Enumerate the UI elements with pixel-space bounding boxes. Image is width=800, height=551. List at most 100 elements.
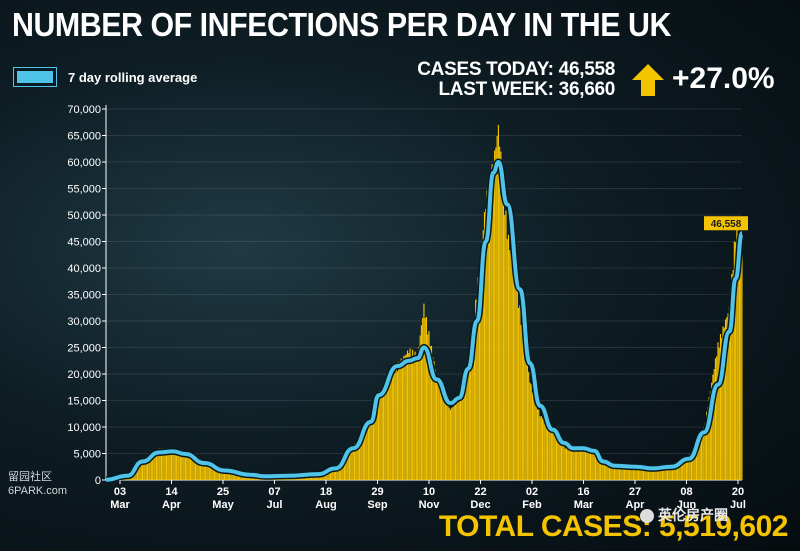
daily-bar: [235, 473, 237, 480]
daily-bar: [702, 432, 704, 480]
daily-bar: [713, 369, 715, 480]
daily-bar: [572, 451, 574, 480]
daily-bar: [163, 450, 165, 480]
daily-bar: [620, 466, 622, 480]
daily-bar: [483, 212, 486, 480]
daily-bar: [340, 460, 342, 480]
daily-bar: [202, 463, 204, 480]
daily-bar: [223, 471, 226, 480]
daily-bar: [548, 427, 550, 480]
daily-bar: [147, 456, 149, 480]
daily-bar: [480, 252, 482, 480]
daily-bar: [576, 450, 578, 480]
daily-bar: [578, 450, 580, 480]
daily-bar: [591, 452, 593, 480]
x-tick-label-day: 08: [680, 486, 692, 498]
daily-bar: [208, 465, 210, 480]
percent-change: +27.0%: [672, 62, 775, 95]
daily-bar: [405, 354, 407, 480]
daily-bar: [231, 472, 233, 480]
daily-bar: [345, 455, 347, 480]
daily-bar: [529, 382, 531, 480]
daily-bar: [478, 270, 481, 480]
x-tick-label-month: Jul: [267, 499, 283, 511]
daily-bar: [381, 386, 383, 480]
daily-bar: [211, 466, 213, 480]
daily-bar: [558, 439, 560, 480]
daily-bar: [663, 467, 665, 480]
daily-bar: [451, 407, 453, 480]
daily-bar: [192, 457, 194, 480]
daily-bar: [712, 374, 714, 480]
daily-bar: [731, 274, 733, 480]
daily-bar: [647, 468, 650, 480]
daily-bar: [384, 383, 386, 480]
daily-bar: [164, 448, 166, 480]
daily-bar: [494, 150, 496, 480]
daily-bar: [563, 445, 565, 480]
daily-bar: [365, 424, 367, 480]
daily-bar: [149, 455, 151, 480]
daily-bar: [737, 240, 739, 480]
daily-bar: [741, 237, 743, 480]
daily-bar: [403, 356, 405, 480]
daily-bar: [359, 436, 361, 480]
daily-bar: [500, 151, 502, 481]
daily-bar: [139, 461, 141, 480]
daily-bar: [170, 450, 173, 480]
daily-bar: [418, 346, 420, 480]
daily-bar: [385, 385, 387, 480]
daily-bar: [649, 468, 651, 480]
daily-bar: [677, 463, 679, 480]
daily-bar: [459, 395, 462, 480]
daily-bar: [206, 465, 208, 480]
daily-bar: [168, 450, 170, 480]
daily-bar: [586, 451, 588, 480]
daily-bar: [453, 403, 455, 480]
daily-bar: [372, 409, 375, 480]
daily-bar: [237, 473, 240, 480]
daily-bar: [433, 361, 435, 480]
daily-bar: [491, 164, 493, 480]
daily-bar: [461, 386, 463, 480]
daily-bar: [428, 331, 430, 480]
x-tick-label-day: 07: [268, 486, 280, 498]
daily-bar: [699, 436, 701, 480]
daily-bar: [197, 460, 199, 480]
daily-bar: [544, 420, 546, 480]
daily-bar: [446, 402, 448, 480]
daily-bar: [487, 201, 489, 480]
daily-bar: [346, 453, 348, 480]
daily-bar: [413, 358, 415, 480]
daily-bar: [221, 470, 223, 480]
daily-bar: [160, 449, 163, 480]
daily-bar: [423, 303, 425, 480]
daily-bar: [207, 465, 209, 480]
daily-bar: [182, 454, 184, 480]
daily-bar: [728, 307, 730, 480]
x-tick-label-month: Feb: [522, 499, 542, 511]
daily-bar: [547, 423, 549, 480]
daily-bar: [559, 441, 561, 480]
daily-bar: [442, 389, 444, 480]
y-tick-label: 15,000: [67, 396, 101, 408]
x-tick-label-day: 03: [114, 486, 126, 498]
x-tick-label-day: 29: [371, 486, 383, 498]
daily-bar: [404, 355, 406, 480]
daily-bar: [386, 379, 388, 480]
daily-bar: [222, 470, 224, 480]
daily-bar: [616, 466, 618, 480]
daily-bar: [357, 438, 359, 480]
daily-bar: [587, 450, 589, 480]
daily-bar: [229, 472, 231, 480]
y-tick-label: 55,000: [67, 184, 101, 196]
daily-bar: [519, 305, 521, 480]
daily-bar: [227, 471, 229, 480]
daily-bar: [432, 357, 434, 480]
daily-bar: [673, 465, 675, 480]
daily-bar: [145, 456, 147, 480]
y-tick-label: 5,000: [73, 449, 101, 461]
daily-bar: [210, 466, 212, 480]
y-tick-label: 30,000: [67, 316, 101, 328]
last-week: LAST WEEK: 36,660: [438, 79, 615, 100]
